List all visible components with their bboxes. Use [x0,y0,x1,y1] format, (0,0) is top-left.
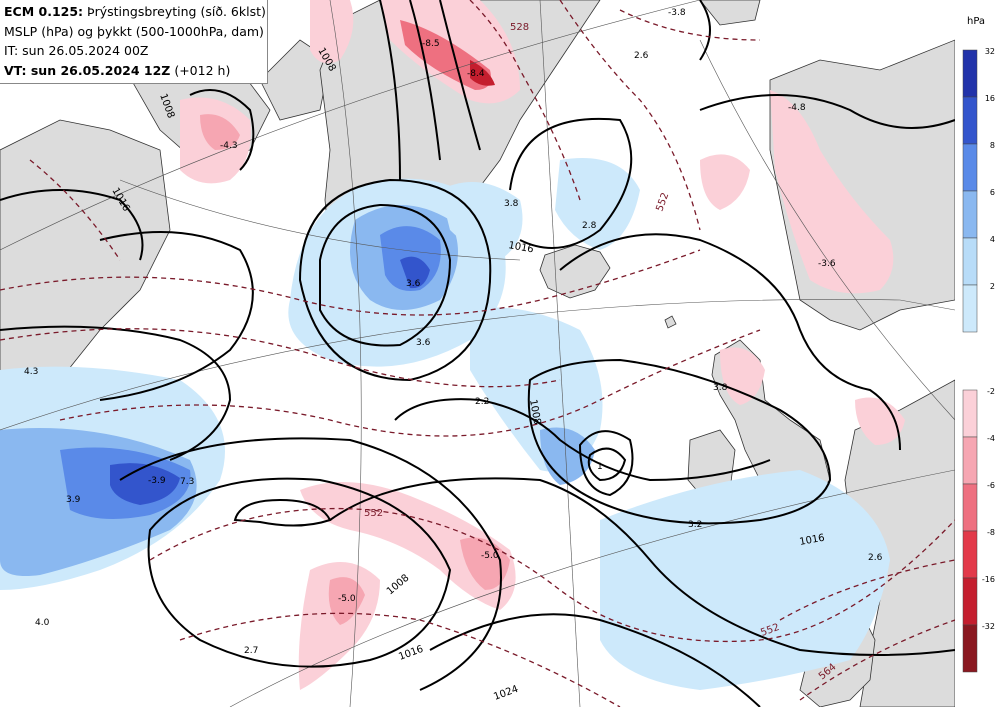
change-label: -3.6 [818,259,836,269]
negative-tick-label: -32 [982,622,995,631]
change-label: 3.9 [66,495,81,505]
change-label: 1 [597,462,603,472]
negative-tick-label: -2 [987,387,995,396]
valid-time: VT: sun 26.05.2024 12Z [4,62,171,78]
info-line-2: MSLP (hPa) og þykkt (500-1000hPa, dam) [4,23,264,39]
change-label: 3.6 [416,338,431,348]
change-label: -8.5 [422,39,440,49]
thickness-label: 552 [364,508,383,519]
isobar-label: 1016 [799,533,826,548]
change-label: -3.9 [148,476,166,486]
negative-swatch [962,530,978,579]
change-label: 3.8 [504,199,519,209]
positive-swatch [962,49,978,98]
positive-tick-label: 2 [990,282,995,291]
info-line-4: VT: sun 26.05.2024 12Z (+012 h) [4,61,263,81]
positive-swatch [962,190,978,239]
change-label: 3.2 [688,520,702,530]
weather-map: 1008 1016 1008 1016 1016 1008 1016 1024 … [0,0,955,707]
change-label: 3.8 [713,383,728,393]
color-legend: hPa 32 16 8 6 4 2 -2 -4 -6 -8 -16 -32 [955,0,1000,707]
negative-tick-label: -4 [987,434,995,443]
positive-tick-label: 4 [990,235,995,244]
negative-tick-label: -16 [982,575,995,584]
change-label: -4.3 [220,141,238,151]
positive-tick-label: 32 [985,47,995,56]
change-labels: -3.8 -8.5 -8.4 -4.3 2.6 -4.8 3.8 2.8 -3.… [24,8,883,656]
negative-tick-label: -8 [987,528,995,537]
positive-swatch [962,143,978,192]
legend-scale: 32 16 8 6 4 2 -2 -4 -6 -8 -16 -32 [962,47,995,673]
change-label: -3.8 [668,8,686,18]
thickness-contours [0,0,955,707]
positive-swatch [962,96,978,145]
legend-unit: hPa [967,16,986,27]
change-label: 2.6 [634,51,649,61]
change-label: 2.6 [868,553,883,563]
positive-swatch [962,237,978,286]
positive-swatch [962,284,978,333]
model-name: ECM 0.125: [4,4,84,19]
thickness-label: 528 [510,22,529,33]
negative-tick-label: -6 [987,481,995,490]
negative-swatch [962,577,978,626]
negative-swatch [962,389,978,438]
change-label: -5.0 [338,594,356,604]
map-info-box: ECM 0.125: Þrýstingsbreyting (síð. 6klst… [0,0,268,84]
change-label: -5.0 [481,551,499,561]
isobar-label: 1008 [527,399,542,426]
info-line-1: ECM 0.125: Þrýstingsbreyting (síð. 6klst… [4,2,266,22]
change-label: 2.2 [475,397,489,407]
info-line-3: IT: sun 26.05.2024 00Z [4,43,149,58]
positive-tick-label: 16 [985,94,995,103]
isobars [0,0,955,707]
product-name: Þrýstingsbreyting (síð. 6klst) [83,4,266,19]
negative-swatch [962,436,978,485]
negative-swatch [962,483,978,532]
change-label: 2.8 [582,221,597,231]
change-label: 4.0 [35,618,50,628]
change-label: -8.4 [467,69,485,79]
pressure-fall-areas [180,0,905,690]
change-label: -4.8 [788,103,806,113]
negative-swatch [962,624,978,673]
pressure-rise-areas [0,158,890,690]
change-label: 4.3 [24,367,38,377]
change-label: 7.3 [180,477,194,487]
positive-tick-label: 6 [990,188,995,197]
positive-tick-label: 8 [990,141,995,150]
change-label: 3.6 [406,279,421,289]
forecast-step: (+012 h) [170,62,231,78]
change-label: 2.7 [244,646,258,656]
isobar-label: 1016 [507,240,534,255]
